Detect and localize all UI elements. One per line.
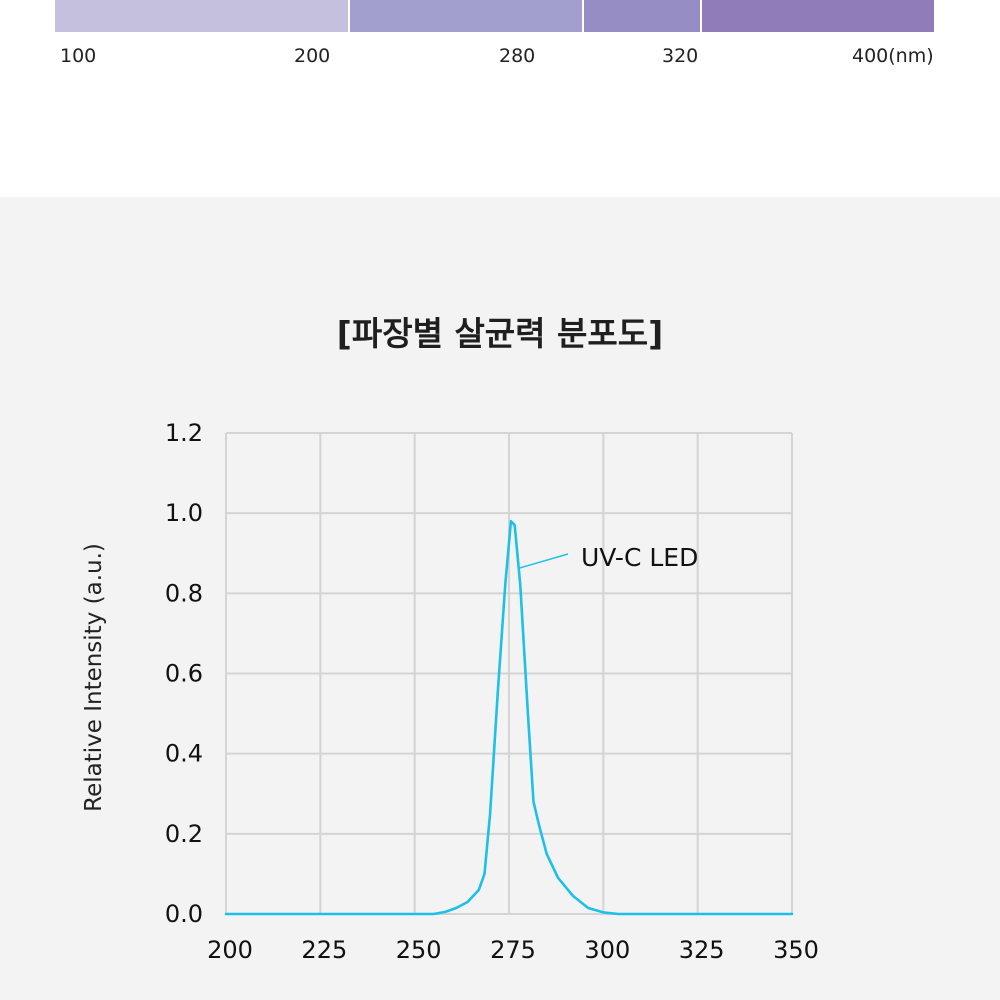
spectrum-segment-320-400 [699, 0, 934, 32]
wavelength-label-280: 280 [499, 45, 536, 67]
wavelength-label-200: 200 [294, 45, 331, 67]
y-tick-label: 0.4 [165, 740, 203, 768]
y-tick-label: 0.0 [165, 900, 203, 928]
uv-spectrum-bar [55, 0, 934, 32]
x-tick-label: 350 [773, 936, 819, 964]
chart-panel: [파장별 살균력 분포도] 200 225 250 275 300 325 350 0.0 0.… [0, 197, 1000, 1000]
wavelength-label-400: 400(nm) [852, 45, 934, 67]
wavelength-label-100: 100 [60, 45, 97, 67]
y-tick-label: 0.8 [165, 579, 203, 607]
x-tick-label: 225 [301, 936, 347, 964]
intensity-chart: 200 225 250 275 300 325 350 0.0 0.2 0.4 0.6 0.8 1.0 1… [81, 419, 819, 964]
y-tick-label: 1.0 [165, 499, 203, 527]
y-tick-label: 0.6 [165, 660, 203, 688]
spectrum-segment-200-280 [347, 0, 583, 32]
annotation-leader-line [518, 553, 569, 570]
chart-title: [파장별 살균력 분포도] [336, 314, 664, 353]
series-label-uv-c-led: UV-C LED [581, 543, 698, 572]
x-tick-label: 300 [584, 936, 630, 964]
spectrum-segment-280-320 [582, 0, 700, 32]
wavelength-label-320: 320 [662, 45, 699, 67]
y-tick-label: 0.2 [165, 820, 203, 848]
x-tick-label: 200 [207, 936, 253, 964]
x-tick-label: 275 [490, 936, 536, 964]
series-line-uv-c-led [224, 519, 794, 916]
y-tick-label: 1.2 [165, 419, 203, 447]
spectrum-segment-100-200 [55, 0, 348, 32]
y-axis-title: Relative Intensity (a.u.) [81, 543, 107, 812]
wavelength-scale: 100 200 280 320 400(nm) [0, 0, 1000, 197]
x-tick-label: 325 [679, 936, 725, 964]
x-tick-label: 250 [396, 936, 442, 964]
